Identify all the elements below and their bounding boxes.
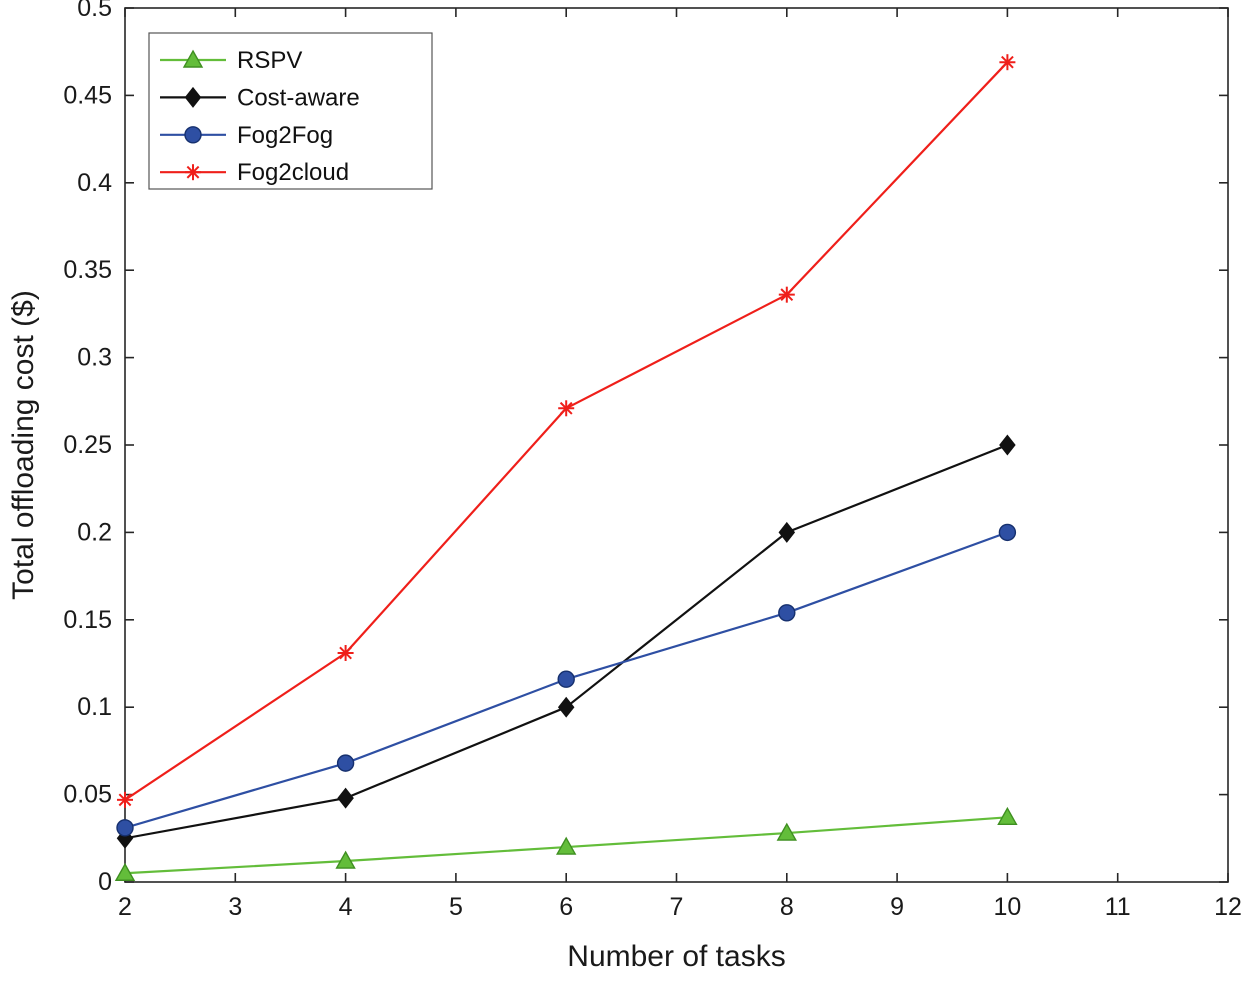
circle-marker — [336, 754, 355, 772]
y-tick-label: 0 — [98, 868, 112, 896]
triangle-marker — [182, 49, 204, 68]
circle-marker — [778, 604, 796, 622]
diamond-marker — [778, 521, 796, 543]
triangle-marker — [776, 822, 797, 841]
y-tick-label: 0.3 — [77, 344, 112, 372]
y-tick-label: 0.4 — [77, 169, 112, 197]
y-tick-label: 0.15 — [63, 606, 112, 634]
diamond-marker — [999, 434, 1016, 456]
series-RSPV — [114, 806, 1018, 881]
circle-marker — [116, 819, 134, 837]
asterisk-marker — [117, 791, 133, 808]
diamond-marker — [337, 787, 354, 809]
asterisk-marker — [778, 286, 795, 303]
y-tick-label: 0.35 — [63, 256, 112, 284]
asterisk-marker — [185, 164, 201, 181]
y-tick-label: 0.45 — [63, 81, 112, 109]
y-tick-label: 0.05 — [63, 781, 112, 809]
legend-label: Fog2cloud — [237, 159, 349, 186]
circle-marker — [998, 523, 1017, 542]
x-tick-label: 12 — [1214, 893, 1242, 921]
legend: RSPV Cost-aware Fog2Fog Fog2cloud — [148, 32, 433, 190]
x-tick-label: 9 — [890, 893, 904, 921]
asterisk-marker — [558, 400, 575, 417]
x-tick-label: 7 — [670, 893, 684, 921]
series-Fog2Fog — [116, 523, 1017, 837]
x-tick-label: 11 — [1105, 893, 1131, 921]
diamond-marker — [184, 86, 202, 108]
x-axis-label: Number of tasks — [567, 940, 786, 973]
y-tick-label: 0.5 — [77, 0, 112, 22]
triangle-marker — [335, 850, 356, 869]
legend-label: RSPV — [237, 47, 302, 74]
x-tick-label: 5 — [449, 893, 463, 921]
circle-marker — [184, 126, 202, 144]
x-tick-label: 4 — [339, 893, 353, 921]
circle-marker — [557, 670, 575, 688]
y-tick-label: 0.2 — [77, 518, 112, 546]
legend-label: Fog2Fog — [237, 122, 333, 149]
asterisk-marker — [999, 54, 1016, 71]
series-Fog2cloud — [117, 54, 1016, 808]
triangle-marker — [114, 862, 136, 881]
triangle-marker — [556, 836, 577, 855]
y-tick-label: 0.1 — [77, 693, 112, 721]
asterisk-marker — [337, 645, 354, 662]
x-tick-label: 8 — [780, 893, 794, 921]
x-tick-label: 6 — [559, 893, 573, 921]
y-axis-label: Total offloading cost ($) — [7, 290, 40, 600]
legend-label: Cost-aware — [237, 84, 360, 111]
x-tick-label: 10 — [993, 893, 1021, 921]
triangle-marker — [997, 806, 1018, 826]
diamond-marker — [557, 696, 575, 718]
x-tick-label: 3 — [228, 893, 242, 921]
y-tick-label: 0.25 — [63, 431, 112, 459]
x-tick-label: 2 — [118, 893, 132, 921]
